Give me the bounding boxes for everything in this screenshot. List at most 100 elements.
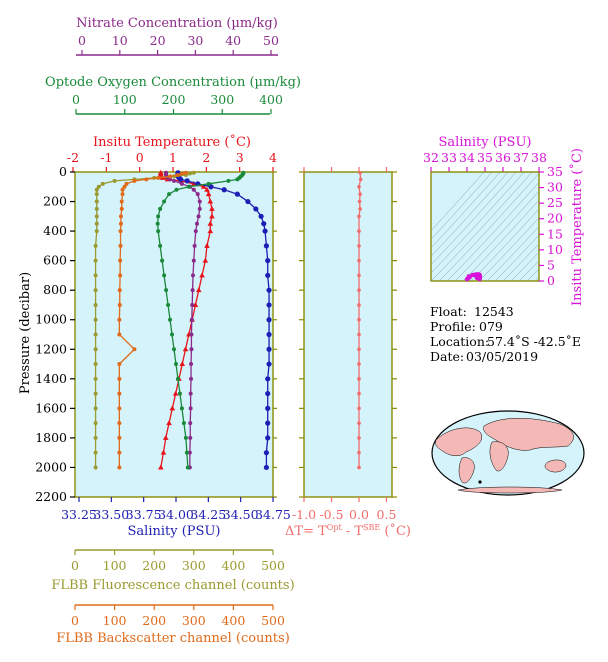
delta-t-point	[357, 258, 361, 263]
ts-density-contour	[431, 172, 501, 249]
backscatter-point	[117, 376, 122, 381]
fluorescence-point	[93, 450, 98, 455]
delta-t-point	[358, 192, 362, 196]
oxygen-point	[226, 178, 231, 183]
world-map	[431, 410, 585, 496]
oxygen-point	[155, 221, 160, 226]
salinity-point	[265, 405, 271, 411]
fluorescence-point	[191, 170, 196, 175]
oxygen-point	[173, 362, 178, 367]
oxygen-point	[184, 450, 189, 455]
map-land-antarctica	[457, 486, 563, 494]
nitrate-point	[191, 258, 196, 263]
ts-density-contour	[470, 208, 539, 281]
ts-temperature-tick-label: 20	[547, 211, 563, 226]
nitrate-point	[189, 317, 194, 322]
delta-t-tick-label: -0.5	[319, 507, 343, 522]
pressure-axis: 0 200 400 600 800 1000 1200 1400 1600 1800 2000 220…	[35, 164, 277, 504]
fluorescence-tick-label: 100	[103, 558, 127, 573]
oxygen-point	[206, 181, 211, 186]
profile-value: 079	[479, 319, 503, 334]
backscatter-tick-label: 400	[221, 613, 245, 628]
oxygen-axis: Optode Oxygen Concentration (µm/kg) 0 100…	[45, 75, 301, 115]
delta-t-point	[357, 391, 361, 396]
backscatter-point	[118, 243, 123, 248]
ts-temperature-tick-label: 15	[547, 226, 563, 241]
fluorescence-tick-label: 200	[142, 558, 166, 573]
ts-density-contour	[431, 172, 485, 232]
oxygen-point	[167, 192, 172, 197]
oxygen-point	[156, 214, 161, 219]
map-land-africa	[489, 441, 509, 472]
backscatter-point	[179, 171, 184, 176]
temperature-point	[209, 205, 215, 211]
backscatter-point	[117, 317, 122, 322]
oxygen-point	[156, 229, 161, 234]
oxygen-point	[186, 184, 191, 189]
ts-density-contour	[431, 172, 533, 281]
pressure-tick-label: 800	[43, 282, 67, 297]
temperature-tick-label: 2	[202, 150, 210, 165]
profile-label: Profile:	[430, 319, 476, 334]
ts-density-contour	[431, 172, 525, 274]
delta-t-point	[357, 317, 361, 322]
nitrate-point	[190, 288, 195, 293]
temperature-point	[179, 361, 186, 367]
date-label: Date:	[430, 349, 464, 364]
ts-salinity-tick-label: 36	[495, 150, 511, 165]
backscatter-point	[124, 181, 129, 186]
ts-salinity-axis-label: Salinity (PSU)	[439, 135, 532, 150]
float-label: Float:	[430, 304, 467, 319]
fluorescence-point	[100, 181, 105, 186]
temperature-point	[207, 220, 214, 226]
fluorescence-axis: 0 100 200 300 400 500 FLBB Fluorescence chann…	[51, 549, 295, 593]
nitrate-point	[168, 177, 173, 182]
oxygen-point	[166, 302, 171, 307]
temperature-tick-label: 0	[136, 150, 144, 165]
salinity-point	[263, 464, 269, 471]
salinity-tick-label: 33.50	[93, 507, 129, 522]
backscatter-point	[117, 421, 122, 426]
nitrate-point	[196, 214, 201, 219]
backscatter-tick-label: 0	[71, 613, 79, 628]
temperature-point	[202, 257, 209, 263]
ts-temperature-axis-label: Insitu Temperature (˚C)	[569, 148, 585, 306]
nitrate-axis: Nitrate Concentration (µm/kg) 0 10 20 30 40 5…	[76, 16, 279, 56]
fluorescence-axis-label: FLBB Fluorescence channel (counts)	[51, 578, 294, 593]
nitrate-point	[190, 302, 195, 307]
delta-t-point	[358, 177, 363, 182]
salinity-axis-label: Salinity (PSU)	[128, 524, 221, 539]
temperature-point	[158, 464, 164, 470]
nitrate-point	[191, 273, 196, 278]
pressure-tick-label: 1600	[35, 400, 67, 415]
nitrate-tick-label: 30	[187, 33, 203, 48]
float-location-marker	[478, 480, 482, 484]
fluorescence-point	[93, 362, 98, 367]
fluorescence-point	[94, 206, 99, 211]
nitrate-point	[195, 192, 200, 197]
salinity-point	[265, 258, 271, 264]
backscatter-point	[120, 192, 125, 197]
ts-salinity-tick-label: 32	[423, 150, 439, 165]
map-land-north-america	[435, 427, 482, 456]
oxygen-point	[177, 391, 182, 396]
backscatter-tick-label: 100	[103, 613, 127, 628]
salinity-tick-label: 34.75	[255, 507, 291, 522]
profile-series	[93, 169, 272, 471]
backscatter-point	[119, 199, 124, 204]
ts-salinity-axis: 32 33 34 35 36 37 38	[423, 150, 547, 172]
nitrate-point	[191, 187, 196, 192]
temperature-point	[207, 228, 214, 234]
oxygen-tick-label: 200	[162, 92, 186, 107]
oxygen-point	[162, 199, 167, 204]
fluorescence-point	[93, 317, 98, 322]
ts-salinity-tick-label: 37	[513, 150, 529, 165]
map-land-eurasia	[483, 417, 574, 451]
delta-t-point	[357, 288, 361, 292]
temperature-point	[200, 183, 207, 189]
temperature-tick-label: 3	[236, 150, 244, 165]
backscatter-point	[156, 175, 161, 180]
fluorescence-point	[94, 187, 99, 192]
fluorescence-line	[94, 172, 194, 468]
temperature-point	[182, 346, 189, 352]
